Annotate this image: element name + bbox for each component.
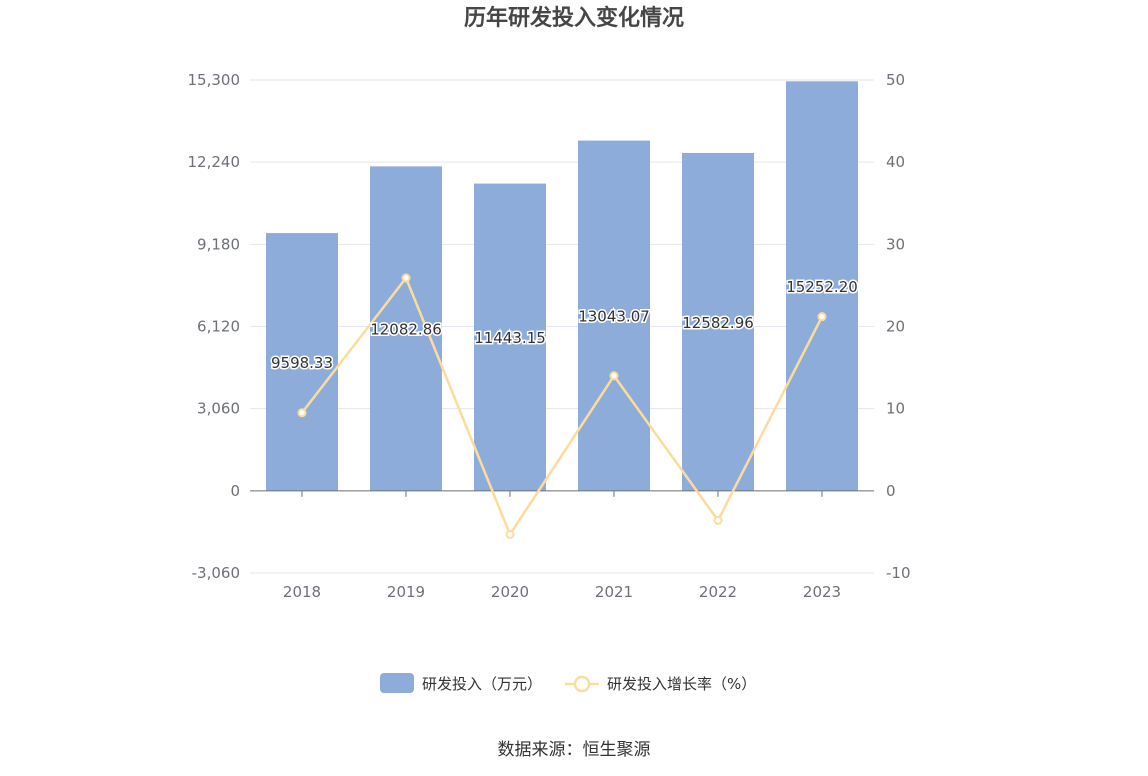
legend-line-marker (573, 675, 591, 693)
left-axis-tick-label: 6,120 (197, 318, 240, 336)
right-axis-tick-label: 20 (886, 318, 905, 336)
legend[interactable]: 研发投入（万元） 研发投入增长率（%） (380, 673, 756, 693)
x-axis-tick-label: 2019 (387, 583, 425, 601)
x-axis-tick-label: 2020 (491, 583, 529, 601)
x-axis-tick-label: 2023 (803, 583, 841, 601)
left-axis-tick-label: 3,060 (197, 400, 240, 418)
x-axis-tick-label: 2022 (699, 583, 737, 601)
left-axis-tick-label: 0 (230, 482, 240, 500)
data-source: 数据来源：恒生聚源 (498, 740, 651, 760)
line-series (297, 273, 827, 539)
bar[interactable] (786, 81, 858, 491)
bar-value-label: 9598.33 (271, 354, 333, 372)
bar[interactable] (266, 233, 338, 491)
data-labels: 9598.33 12082.86 11443.15 13043.07 12582.96 1… (269, 277, 859, 374)
left-axis-tick-label: 12,240 (188, 153, 241, 171)
left-axis-tick-label: 15,300 (188, 71, 241, 89)
x-axis-tick-label: 2021 (595, 583, 633, 601)
line-point[interactable] (609, 371, 619, 381)
bar[interactable] (370, 166, 442, 491)
bar[interactable] (474, 183, 546, 491)
bar-series (266, 81, 858, 491)
right-axis-tick-label: 10 (886, 400, 905, 418)
right-axis-tick-label: 30 (886, 235, 905, 253)
right-axis-tick-label: -10 (886, 564, 911, 582)
line-point[interactable] (817, 312, 827, 322)
legend-bar-swatch (380, 673, 414, 693)
left-axis-tick-label: -3,060 (192, 564, 240, 582)
x-axis-tick-label: 2018 (283, 583, 321, 601)
bar-value-label: 13043.07 (578, 308, 650, 326)
left-axis-tick-label: 9,180 (197, 235, 240, 253)
grid-lines (250, 79, 874, 574)
right-axis-tick-label: 0 (886, 482, 896, 500)
growth-line (301, 275, 824, 538)
legend-item-bar[interactable]: 研发投入（万元） (380, 673, 542, 693)
legend-bar-label: 研发投入（万元） (422, 675, 542, 693)
bar[interactable] (578, 140, 650, 491)
right-axis-tick-label: 40 (886, 153, 905, 171)
right-axis-tick-label: 50 (886, 71, 905, 89)
bar-value-label: 12582.96 (682, 314, 754, 332)
bar-value-label: 15252.20 (786, 278, 858, 296)
legend-line-label: 研发投入增长率（%） (607, 675, 756, 693)
bar-value-label: 11443.15 (474, 329, 546, 347)
line-point[interactable] (297, 408, 307, 418)
bar[interactable] (682, 152, 754, 491)
legend-item-line[interactable]: 研发投入增长率（%） (565, 675, 756, 693)
axes: 15,300 50 12,240 40 9,180 30 6,120 20 3,060 10 0 0 -… (188, 71, 911, 601)
bar-value-label: 12082.86 (370, 321, 442, 339)
line-point[interactable] (713, 515, 723, 525)
chart-title: 历年研发投入变化情况 (464, 5, 684, 31)
line-point[interactable] (401, 273, 411, 283)
line-point[interactable] (505, 529, 515, 539)
